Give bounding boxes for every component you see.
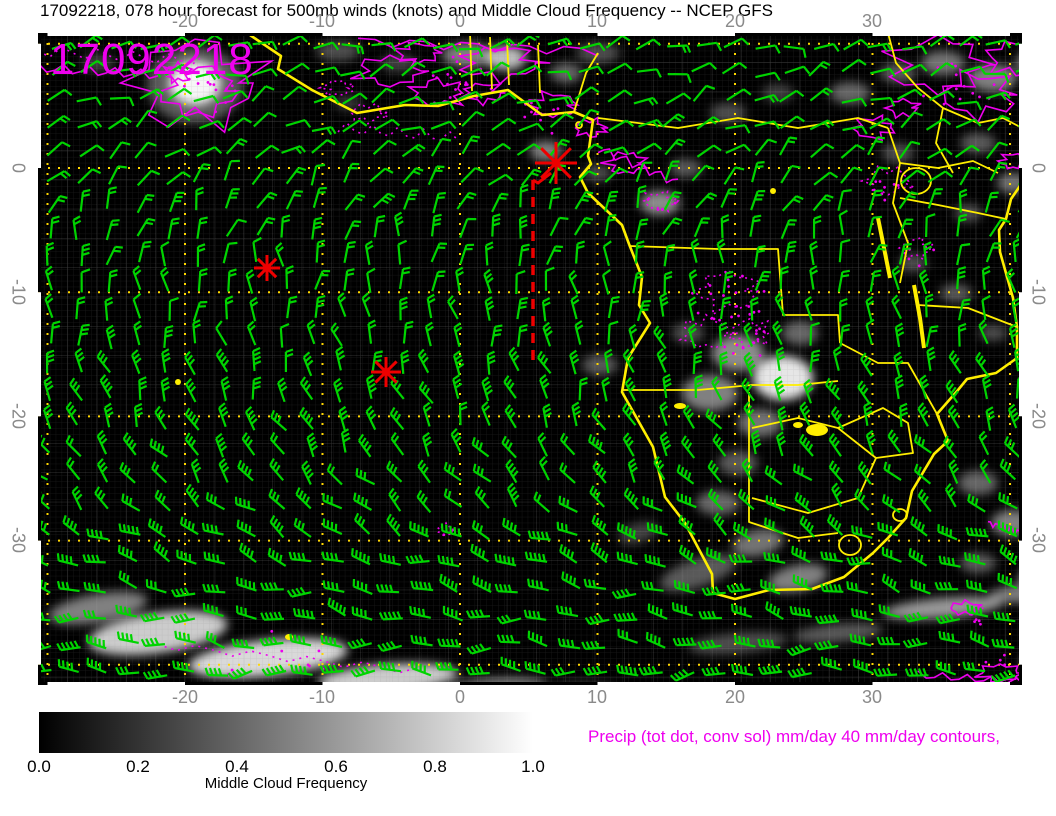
colorbar-tick-label: 0.2 [126, 757, 150, 776]
colorbar-tick-label: 0.8 [423, 757, 447, 776]
latitude-tick-label: -10 [8, 278, 29, 306]
map-canvas [38, 33, 1022, 685]
latitude-tick-label: 0 [8, 162, 29, 174]
colorbar-label: Middle Cloud Frequency [204, 775, 368, 792]
coastline-layer [246, 33, 1022, 601]
colorbar-tick-label: 0.4 [225, 757, 249, 776]
precip-legend-note: Precip (tot dot, conv sol) mm/day 40 mm/… [588, 727, 1000, 746]
plot-title: 17092218, 078 hour forecast for 500mb wi… [40, 1, 773, 20]
map-frame [38, 33, 1022, 685]
latitude-tick-label: 0 [1028, 162, 1049, 174]
colorbar-tick-label: 0.0 [27, 757, 51, 776]
marker-layer [254, 142, 577, 387]
latitude-tick-label: -10 [1028, 278, 1049, 306]
longitude-tick-label: -20 [171, 687, 199, 707]
latitude-tick-label: -20 [1028, 402, 1049, 430]
latitude-tick-label: -20 [8, 402, 29, 430]
latitude-tick-label: -30 [1028, 526, 1049, 554]
longitude-tick-label: 30 [861, 687, 883, 707]
latitude-tick-label: -30 [8, 526, 29, 554]
longitude-tick-label: 0 [454, 687, 466, 707]
colorbar-tick-label: 1.0 [521, 757, 545, 776]
longitude-tick-label: -10 [308, 11, 336, 31]
init-time-overlay: 17092218 [50, 35, 254, 84]
cloud-frequency-colorbar [39, 712, 533, 753]
longitude-tick-label: 10 [586, 687, 608, 707]
longitude-tick-label: 20 [724, 11, 746, 31]
longitude-tick-label: 10 [586, 11, 608, 31]
longitude-tick-label: -20 [171, 11, 199, 31]
longitude-tick-label: 20 [724, 687, 746, 707]
forecast-map: 17092218 [38, 33, 1022, 685]
longitude-tick-label: 30 [861, 11, 883, 31]
colorbar-tick-label: 0.6 [324, 757, 348, 776]
longitude-tick-label: -10 [308, 687, 336, 707]
longitude-tick-label: 0 [454, 11, 466, 31]
wind-barb-layer [38, 33, 1022, 683]
